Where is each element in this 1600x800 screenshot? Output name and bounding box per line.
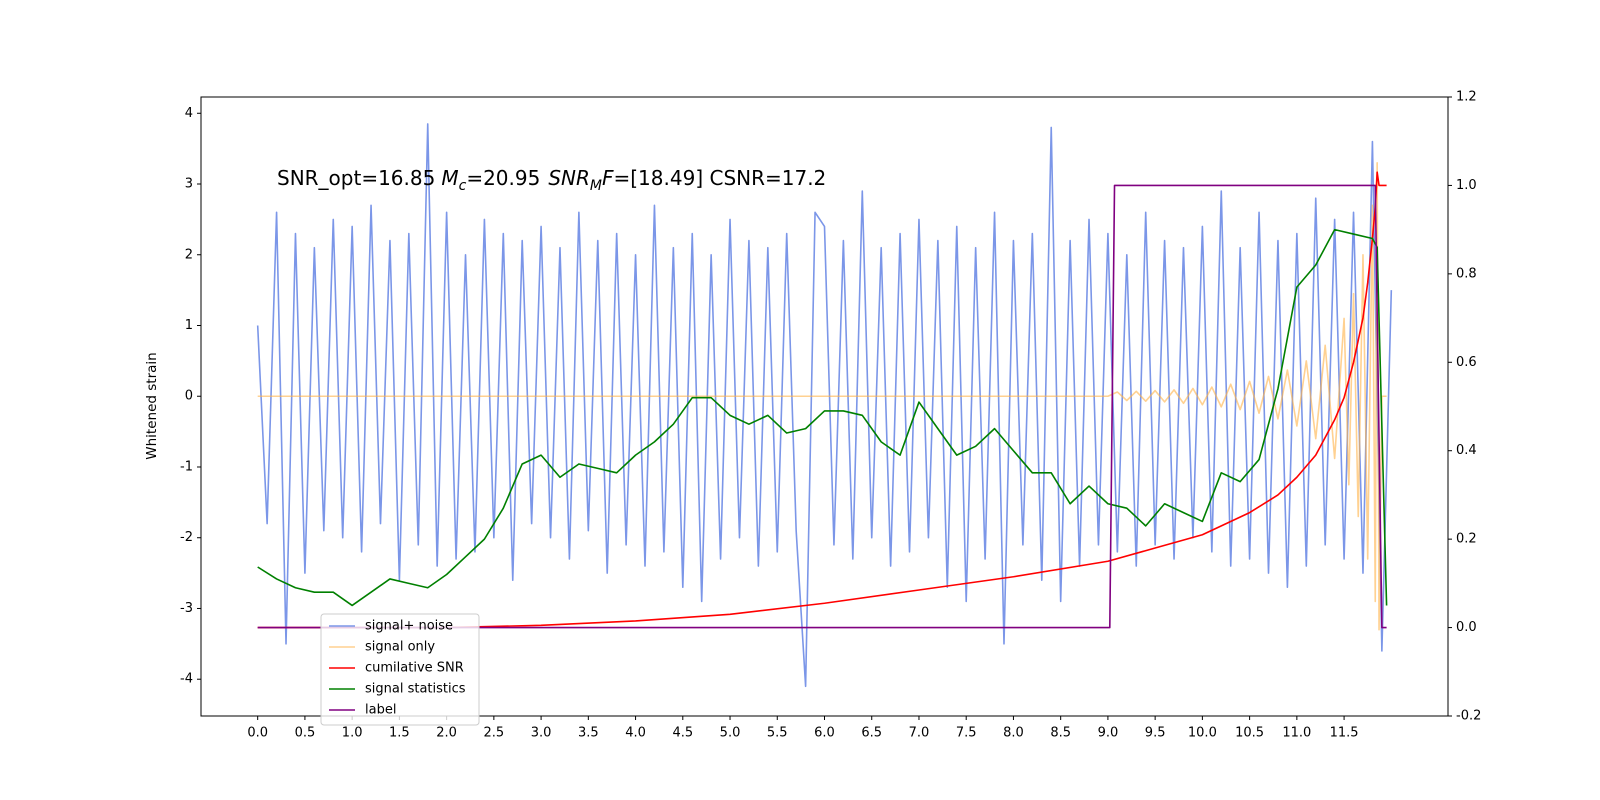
- x-tick-label: 2.0: [436, 726, 457, 741]
- y-tick-label: -4: [180, 672, 193, 687]
- y2-tick-label: 0.8: [1456, 266, 1477, 281]
- x-tick-label: 6.0: [814, 726, 835, 741]
- x-tick-label: 6.5: [861, 726, 882, 741]
- y-tick-label: -2: [180, 530, 193, 545]
- y2-tick-label: 0.0: [1456, 620, 1477, 635]
- x-tick-label: 1.5: [389, 726, 410, 741]
- annotation-part: SNR: [548, 166, 590, 190]
- x-tick-label: 11.0: [1282, 726, 1311, 741]
- annotation-part: =20.95: [466, 166, 540, 190]
- x-tick-label: 8.0: [1003, 726, 1024, 741]
- annotation-part: M: [590, 178, 602, 194]
- x-tick-label: 4.5: [672, 726, 693, 741]
- series-line: [257, 228, 1388, 607]
- series-line: [257, 161, 1387, 631]
- y2-tick-label: 0.4: [1456, 443, 1477, 458]
- y-tick-label: -3: [180, 601, 193, 616]
- x-tick-label: 9.0: [1098, 726, 1119, 741]
- annotation-part: c: [459, 178, 467, 194]
- annotation-part: F: [602, 166, 614, 190]
- x-tick-label: 9.5: [1145, 726, 1166, 741]
- y2-tick-label: 1.2: [1456, 90, 1477, 105]
- y-tick-label: 3: [185, 177, 193, 192]
- x-tick-label: 10.5: [1235, 726, 1264, 741]
- series-group: [256, 123, 1393, 688]
- y2-tick-label: -0.2: [1456, 709, 1481, 724]
- y-axis-label: Whitened strain: [144, 352, 160, 459]
- annotation-part: M: [441, 166, 458, 190]
- y-tick-label: 4: [185, 106, 193, 121]
- series-line: [256, 123, 1393, 688]
- annotation-part: =[18.49] CSNR=17.2: [614, 166, 827, 190]
- series-line: [257, 184, 1387, 629]
- x-tick-label: 5.5: [767, 726, 788, 741]
- x-tick-label: 0.5: [295, 726, 316, 741]
- y2-tick-label: 0.6: [1456, 355, 1477, 370]
- x-tick-label: 7.5: [956, 726, 977, 741]
- legend-label: signal+ noise: [365, 619, 453, 634]
- y2-tick-label: 1.0: [1456, 178, 1477, 193]
- y-tick-label: 1: [185, 318, 193, 333]
- annotation: SNR_opt=16.85 Mc=20.95 SNRMF=[18.49] CSNR=…: [277, 166, 826, 194]
- legend-label: cumilative SNR: [365, 661, 464, 676]
- x-tick-label: 0.0: [247, 726, 268, 741]
- x-tick-label: 10.0: [1188, 726, 1217, 741]
- x-tick-label: 5.0: [720, 726, 741, 741]
- x-tick-label: 1.0: [342, 726, 363, 741]
- x-tick-label: 7.0: [909, 726, 930, 741]
- legend-label: signal only: [365, 640, 435, 655]
- y-tick-label: 0: [185, 389, 193, 404]
- x-tick-label: 3.0: [531, 726, 552, 741]
- y2-tick-label: 0.2: [1456, 532, 1477, 547]
- x-tick-label: 4.0: [625, 726, 646, 741]
- x-tick-label: 2.5: [484, 726, 505, 741]
- legend-box: [320, 613, 480, 726]
- legend-label: label: [365, 703, 396, 718]
- x-tick-label: 3.5: [578, 726, 599, 741]
- x-tick-label: 8.5: [1050, 726, 1071, 741]
- y-tick-label: 2: [185, 247, 193, 262]
- annotation-part: SNR_opt=16.85: [277, 166, 435, 190]
- legend-label: signal statistics: [365, 682, 466, 697]
- x-tick-label: 11.5: [1330, 726, 1359, 741]
- y-tick-label: -1: [180, 459, 193, 474]
